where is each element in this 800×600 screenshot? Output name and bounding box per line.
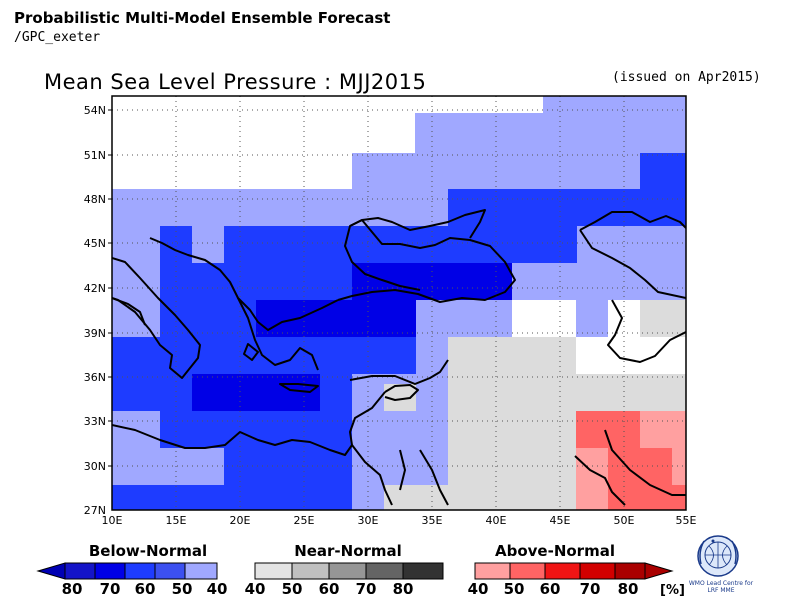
coastlines	[112, 209, 686, 506]
lat-label: 39N	[84, 327, 106, 340]
legend-near-tick: 80	[393, 580, 414, 598]
legend-below-tick: 60	[135, 580, 156, 598]
lon-label: 50E	[614, 514, 635, 527]
legend-below-ticks: 80 70 60 50 40	[62, 580, 228, 598]
lon-label: 40E	[486, 514, 507, 527]
longitude-labels: 10E 15E 20E 25E 30E 35E 40E 45E 50E 55E	[102, 514, 697, 527]
lon-label: 35E	[422, 514, 443, 527]
legend-above-tick: 70	[580, 580, 601, 598]
legend-below-tick: 80	[62, 580, 83, 598]
legend-above-label: Above-Normal	[495, 542, 615, 560]
lat-label: 48N	[84, 193, 106, 206]
legend-above-tick: 40	[468, 580, 489, 598]
legend-below-tick: 70	[100, 580, 121, 598]
legend-near-tick: 70	[356, 580, 377, 598]
legend-near-ticks: 40 50 60 70 80	[245, 580, 414, 598]
wmo-logo-caption: WMO Lead Centre for LRF MME	[688, 580, 754, 594]
lon-label: 20E	[230, 514, 251, 527]
lon-label: 30E	[358, 514, 379, 527]
lat-label: 51N	[84, 149, 106, 162]
wmo-logo-icon	[697, 535, 739, 577]
lon-label: 10E	[102, 514, 123, 527]
lat-label: 42N	[84, 282, 106, 295]
lon-label: 55E	[676, 514, 697, 527]
lat-label: 33N	[84, 415, 106, 428]
legend-below-label: Below-Normal	[89, 542, 207, 560]
legend-unit: [%]	[660, 583, 685, 598]
map-title: Mean Sea Level Pressure : MJJ2015	[44, 70, 427, 94]
header-title: Probabilistic Multi-Model Ensemble Forec…	[14, 9, 391, 27]
legend-below-tick: 50	[172, 580, 193, 598]
lon-label: 15E	[166, 514, 187, 527]
lat-label: 36N	[84, 371, 106, 384]
lat-label: 45N	[84, 237, 106, 250]
legend-near-tick: 60	[319, 580, 340, 598]
legend-near-tick: 50	[282, 580, 303, 598]
header-subtitle: /GPC_exeter	[14, 30, 101, 45]
lat-label: 54N	[84, 104, 106, 117]
legend-above-tick: 60	[540, 580, 561, 598]
legend-near-bar	[254, 562, 444, 580]
legend-near-tick: 40	[245, 580, 266, 598]
lon-label: 45E	[550, 514, 571, 527]
lon-label: 25E	[294, 514, 315, 527]
issued-date: (issued on Apr2015)	[612, 70, 761, 85]
probability-grid	[112, 96, 686, 510]
latitude-ticks	[108, 109, 112, 467]
legend-above-bar	[474, 562, 674, 580]
legend-below-tick: 40	[207, 580, 228, 598]
lat-label: 27N	[84, 504, 106, 517]
legend-above-ticks: 40 50 60 70 80	[468, 580, 639, 598]
map-frame	[111, 95, 687, 511]
legend-above-tick: 50	[504, 580, 525, 598]
legend-above-tick: 80	[618, 580, 639, 598]
legend-near-label: Near-Normal	[294, 542, 402, 560]
latitude-labels: 54N 51N 48N 45N 42N 39N 36N 33N 30N 27N	[84, 104, 106, 517]
lat-label: 30N	[84, 460, 106, 473]
legend-below-bar	[36, 562, 218, 580]
